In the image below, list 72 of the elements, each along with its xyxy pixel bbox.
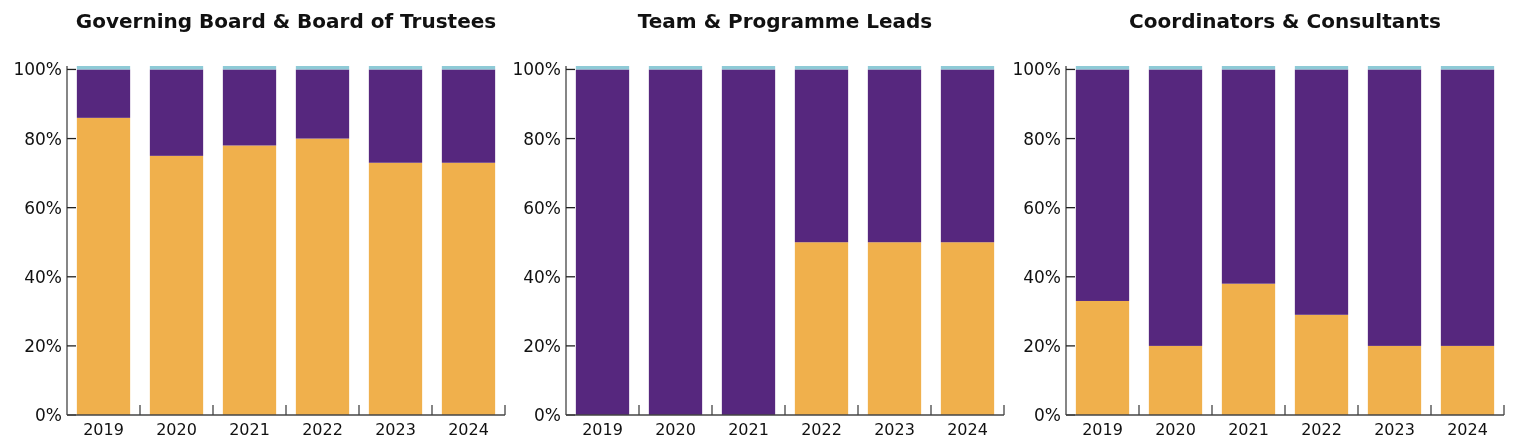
chart-title: Governing Board & Board of Trustees (75, 9, 497, 33)
bar (1221, 283, 1276, 415)
y-tick-label: 60% (1023, 197, 1061, 218)
y-tick-label: 100% (13, 59, 62, 80)
bar (867, 69, 922, 243)
x-tick-label: 2023 (874, 420, 915, 439)
bar (1367, 345, 1422, 415)
x-tick-label: 2024 (947, 420, 988, 439)
y-tick-label: 60% (24, 197, 62, 218)
bar (1294, 69, 1349, 315)
y-tick-label: 60% (523, 197, 561, 218)
bar (794, 242, 849, 415)
y-tick-label: 20% (523, 335, 561, 356)
x-tick-label: 2021 (1228, 420, 1269, 439)
bar (721, 69, 776, 415)
bar (940, 242, 995, 415)
bar (1148, 345, 1203, 415)
bar (1148, 69, 1203, 346)
bar (1440, 69, 1495, 346)
x-tick-label: 2020 (655, 420, 696, 439)
bar (76, 117, 131, 415)
bar (867, 242, 922, 415)
bar (1294, 314, 1349, 415)
bar (295, 138, 350, 415)
bar (368, 69, 423, 163)
bar (441, 69, 496, 163)
bar (149, 155, 204, 415)
x-tick-label: 2024 (448, 420, 489, 439)
y-tick-label: 20% (24, 335, 62, 356)
x-tick-label: 2019 (582, 420, 623, 439)
bar (575, 69, 630, 415)
bar (1367, 69, 1422, 346)
y-tick-label: 0% (35, 404, 62, 425)
bar (1221, 69, 1276, 284)
bar (76, 69, 131, 118)
chart-title: Team & Programme Leads (637, 9, 933, 33)
x-tick-label: 2021 (229, 420, 270, 439)
y-tick-label: 0% (1034, 404, 1061, 425)
y-tick-label: 0% (534, 404, 561, 425)
x-tick-label: 2022 (302, 420, 343, 439)
bar (648, 69, 703, 415)
bar (295, 69, 350, 139)
chart-title: Coordinators & Consultants (1129, 9, 1441, 33)
bar (940, 69, 995, 243)
x-tick-label: 2022 (1301, 420, 1342, 439)
x-tick-label: 2023 (375, 420, 416, 439)
bar (222, 69, 277, 146)
bar (222, 145, 277, 415)
bar (1440, 345, 1495, 415)
bar (368, 162, 423, 415)
y-tick-label: 40% (1023, 266, 1061, 287)
x-tick-label: 2022 (801, 420, 842, 439)
x-tick-label: 2019 (1082, 420, 1123, 439)
bar (1075, 300, 1130, 415)
bar (441, 162, 496, 415)
x-tick-label: 2019 (83, 420, 124, 439)
y-tick-label: 40% (24, 266, 62, 287)
bar (149, 69, 204, 156)
x-tick-label: 2024 (1447, 420, 1488, 439)
x-tick-label: 2023 (1374, 420, 1415, 439)
y-tick-label: 80% (523, 128, 561, 149)
y-tick-label: 100% (1012, 59, 1061, 80)
x-tick-label: 2020 (1155, 420, 1196, 439)
x-tick-label: 2020 (156, 420, 197, 439)
y-tick-label: 40% (523, 266, 561, 287)
y-tick-label: 80% (24, 128, 62, 149)
y-tick-label: 100% (512, 59, 561, 80)
bar (794, 69, 849, 243)
y-tick-label: 80% (1023, 128, 1061, 149)
bar (1075, 69, 1130, 301)
x-tick-label: 2021 (728, 420, 769, 439)
y-tick-label: 20% (1023, 335, 1061, 356)
